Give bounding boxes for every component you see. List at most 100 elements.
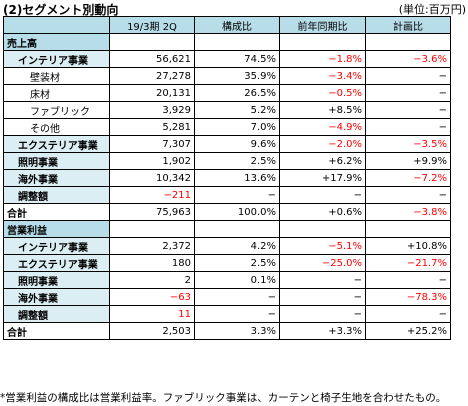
value-cell <box>365 33 451 51</box>
value-cell: −211 <box>109 186 195 204</box>
table-row: 営業利益 <box>3 220 451 238</box>
value-cell: 26.5% <box>194 84 280 102</box>
value-cell: −1.8% <box>279 50 366 68</box>
column-header: 構成比 <box>194 16 280 34</box>
table-row: 売上高 <box>3 33 451 51</box>
value-cell: −63 <box>109 288 195 306</box>
row-label: インテリア事業 <box>3 237 110 255</box>
value-cell: −0.5% <box>279 84 366 102</box>
value-cell: − <box>365 305 451 323</box>
value-cell: 100.0% <box>194 203 280 221</box>
column-header: 前年同期比 <box>279 16 366 34</box>
table-row: 床材 20,131 26.5% −0.5% − <box>3 84 451 102</box>
value-cell: 2,503 <box>109 322 195 340</box>
value-cell: 27,278 <box>109 67 195 85</box>
value-cell: −4.9% <box>279 118 366 136</box>
table-row: 照明事業 1,902 2.5% +6.2% +9.9% <box>3 152 451 170</box>
row-label: その他 <box>3 118 110 136</box>
report-header: (2)セグメント別動向 (単位:百万円) <box>0 0 468 17</box>
row-label: 海外事業 <box>3 169 110 187</box>
value-cell: +10.8% <box>365 237 451 255</box>
value-cell: −3.6% <box>365 50 451 68</box>
row-label: 照明事業 <box>3 152 110 170</box>
value-cell: 2.5% <box>194 254 280 272</box>
table-row: エクステリア事業 7,307 9.6% −2.0% −3.5% <box>3 135 451 153</box>
footnote: *営業利益の構成比は営業利益率。ファブリック事業は、カーテンと椅子生地を合わせた… <box>0 392 447 404</box>
value-cell: 5,281 <box>109 118 195 136</box>
value-cell: 0.1% <box>194 271 280 289</box>
value-cell: 20,131 <box>109 84 195 102</box>
value-cell: − <box>279 305 366 323</box>
table-row: インテリア事業 2,372 4.2% −5.1% +10.8% <box>3 237 451 255</box>
column-header: 計画比 <box>365 16 451 34</box>
value-cell: +0.6% <box>279 203 366 221</box>
section-title: (2)セグメント別動向 <box>3 3 119 17</box>
value-cell: −5.1% <box>279 237 366 255</box>
value-cell: 56,621 <box>109 50 195 68</box>
value-cell: 75,963 <box>109 203 195 221</box>
table-row: 海外事業 10,342 13.6% +17.9% −7.2% <box>3 169 451 187</box>
value-cell: − <box>279 288 366 306</box>
value-cell: 11 <box>109 305 195 323</box>
value-cell <box>194 33 280 51</box>
value-cell: − <box>194 305 280 323</box>
value-cell: 35.9% <box>194 67 280 85</box>
value-cell: 2 <box>109 271 195 289</box>
value-cell: 1,902 <box>109 152 195 170</box>
table-row: 海外事業 −63− − −78.3% <box>3 288 451 306</box>
value-cell: 3.3% <box>194 322 280 340</box>
table-row: 照明事業 2 0.1% − − <box>3 271 451 289</box>
table-row: その他 5,281 7.0% −4.9% − <box>3 118 451 136</box>
value-cell: − <box>365 186 451 204</box>
value-cell: − <box>365 101 451 119</box>
header-row: 19/3期 2Q 構成比 前年同期比 計画比 <box>3 16 451 34</box>
table-body: 売上高 インテリア事業 56,621 74.5% −1.8% −3.6% 壁装材 27,278… <box>3 33 451 340</box>
value-cell: 7,307 <box>109 135 195 153</box>
table-row: エクステリア事業 180 2.5% −25.0% −21.7% <box>3 254 451 272</box>
value-cell: − <box>279 186 366 204</box>
value-cell: − <box>194 288 280 306</box>
value-cell: − <box>365 67 451 85</box>
row-label: 壁装材 <box>3 67 110 85</box>
value-cell: +6.2% <box>279 152 366 170</box>
value-cell <box>279 33 366 51</box>
row-label: 床材 <box>3 84 110 102</box>
column-header: 19/3期 2Q <box>109 16 195 34</box>
value-cell: 7.0% <box>194 118 280 136</box>
value-cell: +8.5% <box>279 101 366 119</box>
value-cell <box>109 220 195 238</box>
row-label: 海外事業 <box>3 288 110 306</box>
value-cell: +25.2% <box>365 322 451 340</box>
value-cell: 4.2% <box>194 237 280 255</box>
row-label: 調整額 <box>3 305 110 323</box>
value-cell: − <box>365 118 451 136</box>
value-cell: +17.9% <box>279 169 366 187</box>
row-label: 売上高 <box>3 33 110 51</box>
value-cell: − <box>365 271 451 289</box>
table-row: 合計 2,503 3.3% +3.3% +25.2% <box>3 322 451 340</box>
table-row: 調整額 11− − − <box>3 305 451 323</box>
value-cell: −7.2% <box>365 169 451 187</box>
value-cell: −78.3% <box>365 288 451 306</box>
value-cell: −2.0% <box>279 135 366 153</box>
table-row: インテリア事業 56,621 74.5% −1.8% −3.6% <box>3 50 451 68</box>
value-cell: +9.9% <box>365 152 451 170</box>
value-cell: +3.3% <box>279 322 366 340</box>
row-label: 営業利益 <box>3 220 110 238</box>
value-cell: 10,342 <box>109 169 195 187</box>
value-cell: 2.5% <box>194 152 280 170</box>
row-label: エクステリア事業 <box>3 135 110 153</box>
row-label: エクステリア事業 <box>3 254 110 272</box>
table-row: 合計 75,963 100.0% +0.6% −3.8% <box>3 203 451 221</box>
value-cell <box>279 220 366 238</box>
value-cell: 5.2% <box>194 101 280 119</box>
table-row: ファブリック 3,929 5.2% +8.5% − <box>3 101 451 119</box>
value-cell: 9.6% <box>194 135 280 153</box>
value-cell: 3,929 <box>109 101 195 119</box>
value-cell <box>365 220 451 238</box>
row-label: インテリア事業 <box>3 50 110 68</box>
row-label: 調整額 <box>3 186 110 204</box>
value-cell: −3.8% <box>365 203 451 221</box>
segment-table: 19/3期 2Q 構成比 前年同期比 計画比 売上高 インテリア事業 56,621 7… <box>3 16 451 340</box>
row-label: 合計 <box>3 203 110 221</box>
